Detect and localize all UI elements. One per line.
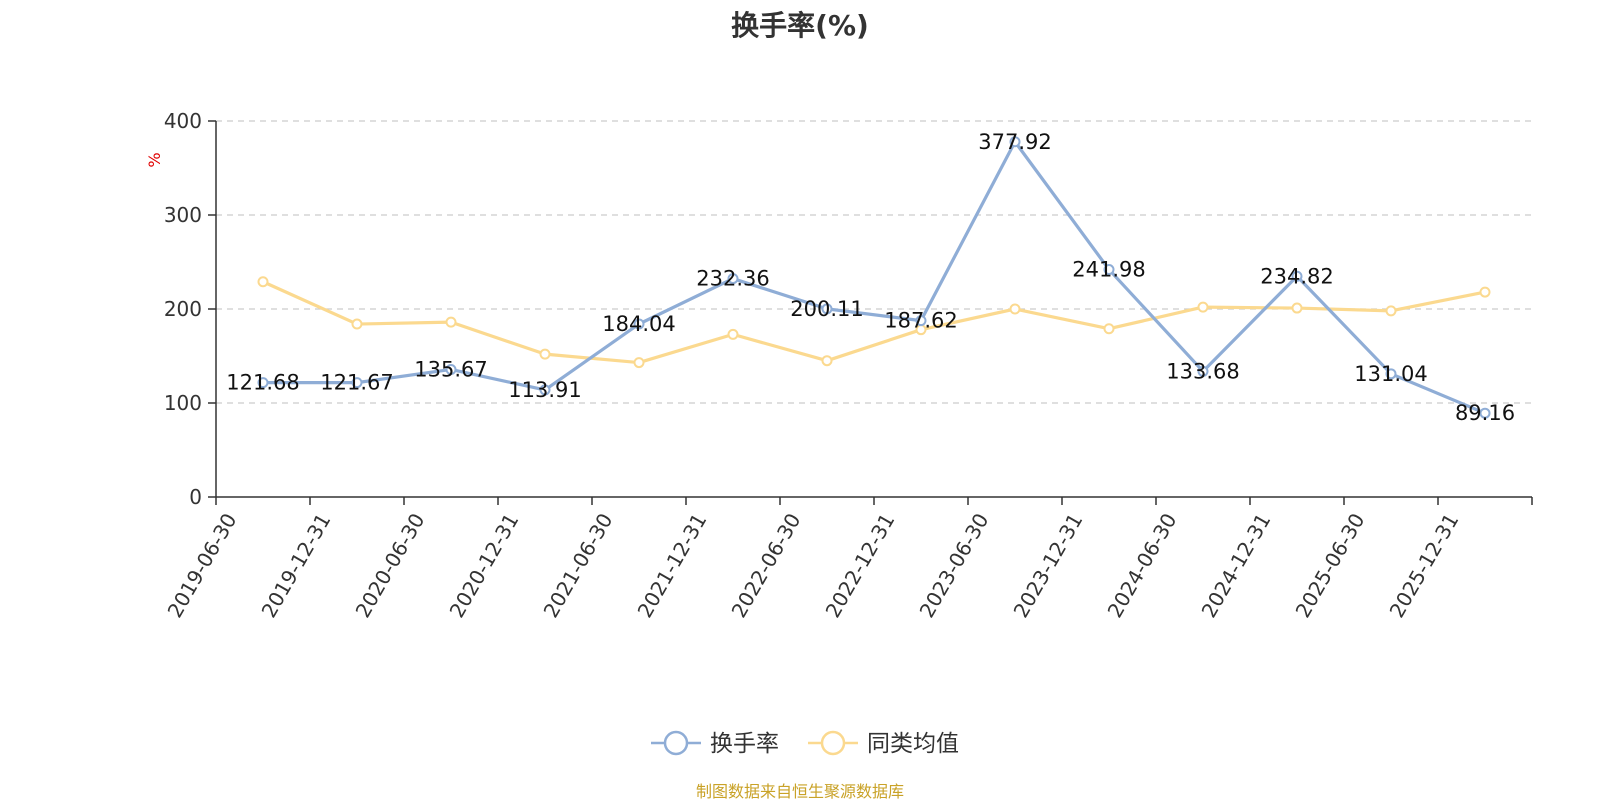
series-group xyxy=(257,136,1491,419)
data-point xyxy=(1479,286,1491,298)
x-tick-label: 2025-06-30 xyxy=(1291,509,1370,622)
data-label: 377.92 xyxy=(978,130,1051,154)
data-point xyxy=(1009,303,1021,315)
x-tick-label: 2020-06-30 xyxy=(351,509,430,622)
legend-label: 同类均值 xyxy=(867,731,959,757)
data-point xyxy=(1385,305,1397,317)
data-label: 200.11 xyxy=(790,297,863,321)
data-label: 133.68 xyxy=(1166,359,1239,383)
data-point xyxy=(1197,301,1209,313)
x-tick-label: 2019-12-31 xyxy=(257,509,336,622)
data-point xyxy=(539,348,551,360)
data-label: 232.36 xyxy=(696,267,769,291)
x-tick-label: 2020-12-31 xyxy=(445,509,524,622)
legend-marker xyxy=(663,730,689,756)
data-point xyxy=(1197,365,1209,377)
x-tick-label: 2022-12-31 xyxy=(821,509,900,622)
data-point xyxy=(1009,136,1021,148)
data-point xyxy=(1291,302,1303,314)
data-point xyxy=(727,273,739,285)
x-tick-label: 2023-12-31 xyxy=(1009,509,1088,622)
data-point xyxy=(633,318,645,330)
data-label: 89.16 xyxy=(1455,401,1515,425)
legend-item-1[interactable]: 同类均值 xyxy=(808,730,959,757)
data-labels: 121.68 121.67 135.67 113.91 184.04 232.36 200.… xyxy=(226,130,1515,425)
data-point xyxy=(351,377,363,389)
data-point xyxy=(821,303,833,315)
data-point xyxy=(633,357,645,369)
data-point xyxy=(257,276,269,288)
data-point xyxy=(539,384,551,396)
x-tick-label: 2021-06-30 xyxy=(539,509,618,622)
data-label: 241.98 xyxy=(1072,258,1145,282)
data-point xyxy=(445,316,457,328)
legend-label: 换手率 xyxy=(710,731,779,757)
x-tick-label: 2021-12-31 xyxy=(633,509,712,622)
data-point xyxy=(1291,270,1303,282)
data-point xyxy=(727,328,739,340)
data-point xyxy=(257,377,269,389)
x-tick-label: 2024-06-30 xyxy=(1103,509,1182,622)
chart-title: 换手率(%) xyxy=(731,9,869,42)
data-point xyxy=(1103,264,1115,276)
x-tick-label: 2019-06-30 xyxy=(163,509,242,622)
data-point xyxy=(915,315,927,327)
data-point xyxy=(1385,368,1397,380)
data-label: 121.68 xyxy=(226,371,299,395)
data-point xyxy=(821,355,833,367)
series-line-1 xyxy=(262,280,1486,365)
series-line-0 xyxy=(262,140,1486,415)
axes: 0 100 200 300 400 2019-06-30 2019-12-31 2020-06… xyxy=(163,109,1533,622)
legend-item-0[interactable]: 换手率 xyxy=(651,730,779,757)
x-tick-label: 2022-06-30 xyxy=(727,509,806,622)
data-label: 131.04 xyxy=(1354,362,1427,386)
data-point xyxy=(1479,407,1491,419)
data-label: 135.67 xyxy=(414,357,487,381)
y-tick-label: 400 xyxy=(164,109,202,133)
legend[interactable]: 换手率 同类均值 xyxy=(651,730,959,757)
y-axis-label: % xyxy=(145,152,164,167)
x-tick-label: 2025-12-31 xyxy=(1385,509,1464,622)
data-point xyxy=(1103,323,1115,335)
y-tick-label: 300 xyxy=(164,203,202,227)
legend-marker xyxy=(820,730,846,756)
data-label: 187.62 xyxy=(884,309,957,333)
data-label: 184.04 xyxy=(602,312,675,336)
source-note: 制图数据来自恒生聚源数据库 xyxy=(695,782,904,801)
y-tick-label: 200 xyxy=(164,297,202,321)
data-label: 234.82 xyxy=(1260,264,1333,288)
x-tick-label: 2024-12-31 xyxy=(1197,509,1276,622)
data-point xyxy=(351,318,363,330)
data-label: 121.67 xyxy=(320,371,393,395)
y-tick-label: 0 xyxy=(189,485,202,509)
x-tick-label: 2023-06-30 xyxy=(915,509,994,622)
data-label: 113.91 xyxy=(508,378,581,402)
data-point xyxy=(445,363,457,375)
y-tick-label: 100 xyxy=(164,391,202,415)
